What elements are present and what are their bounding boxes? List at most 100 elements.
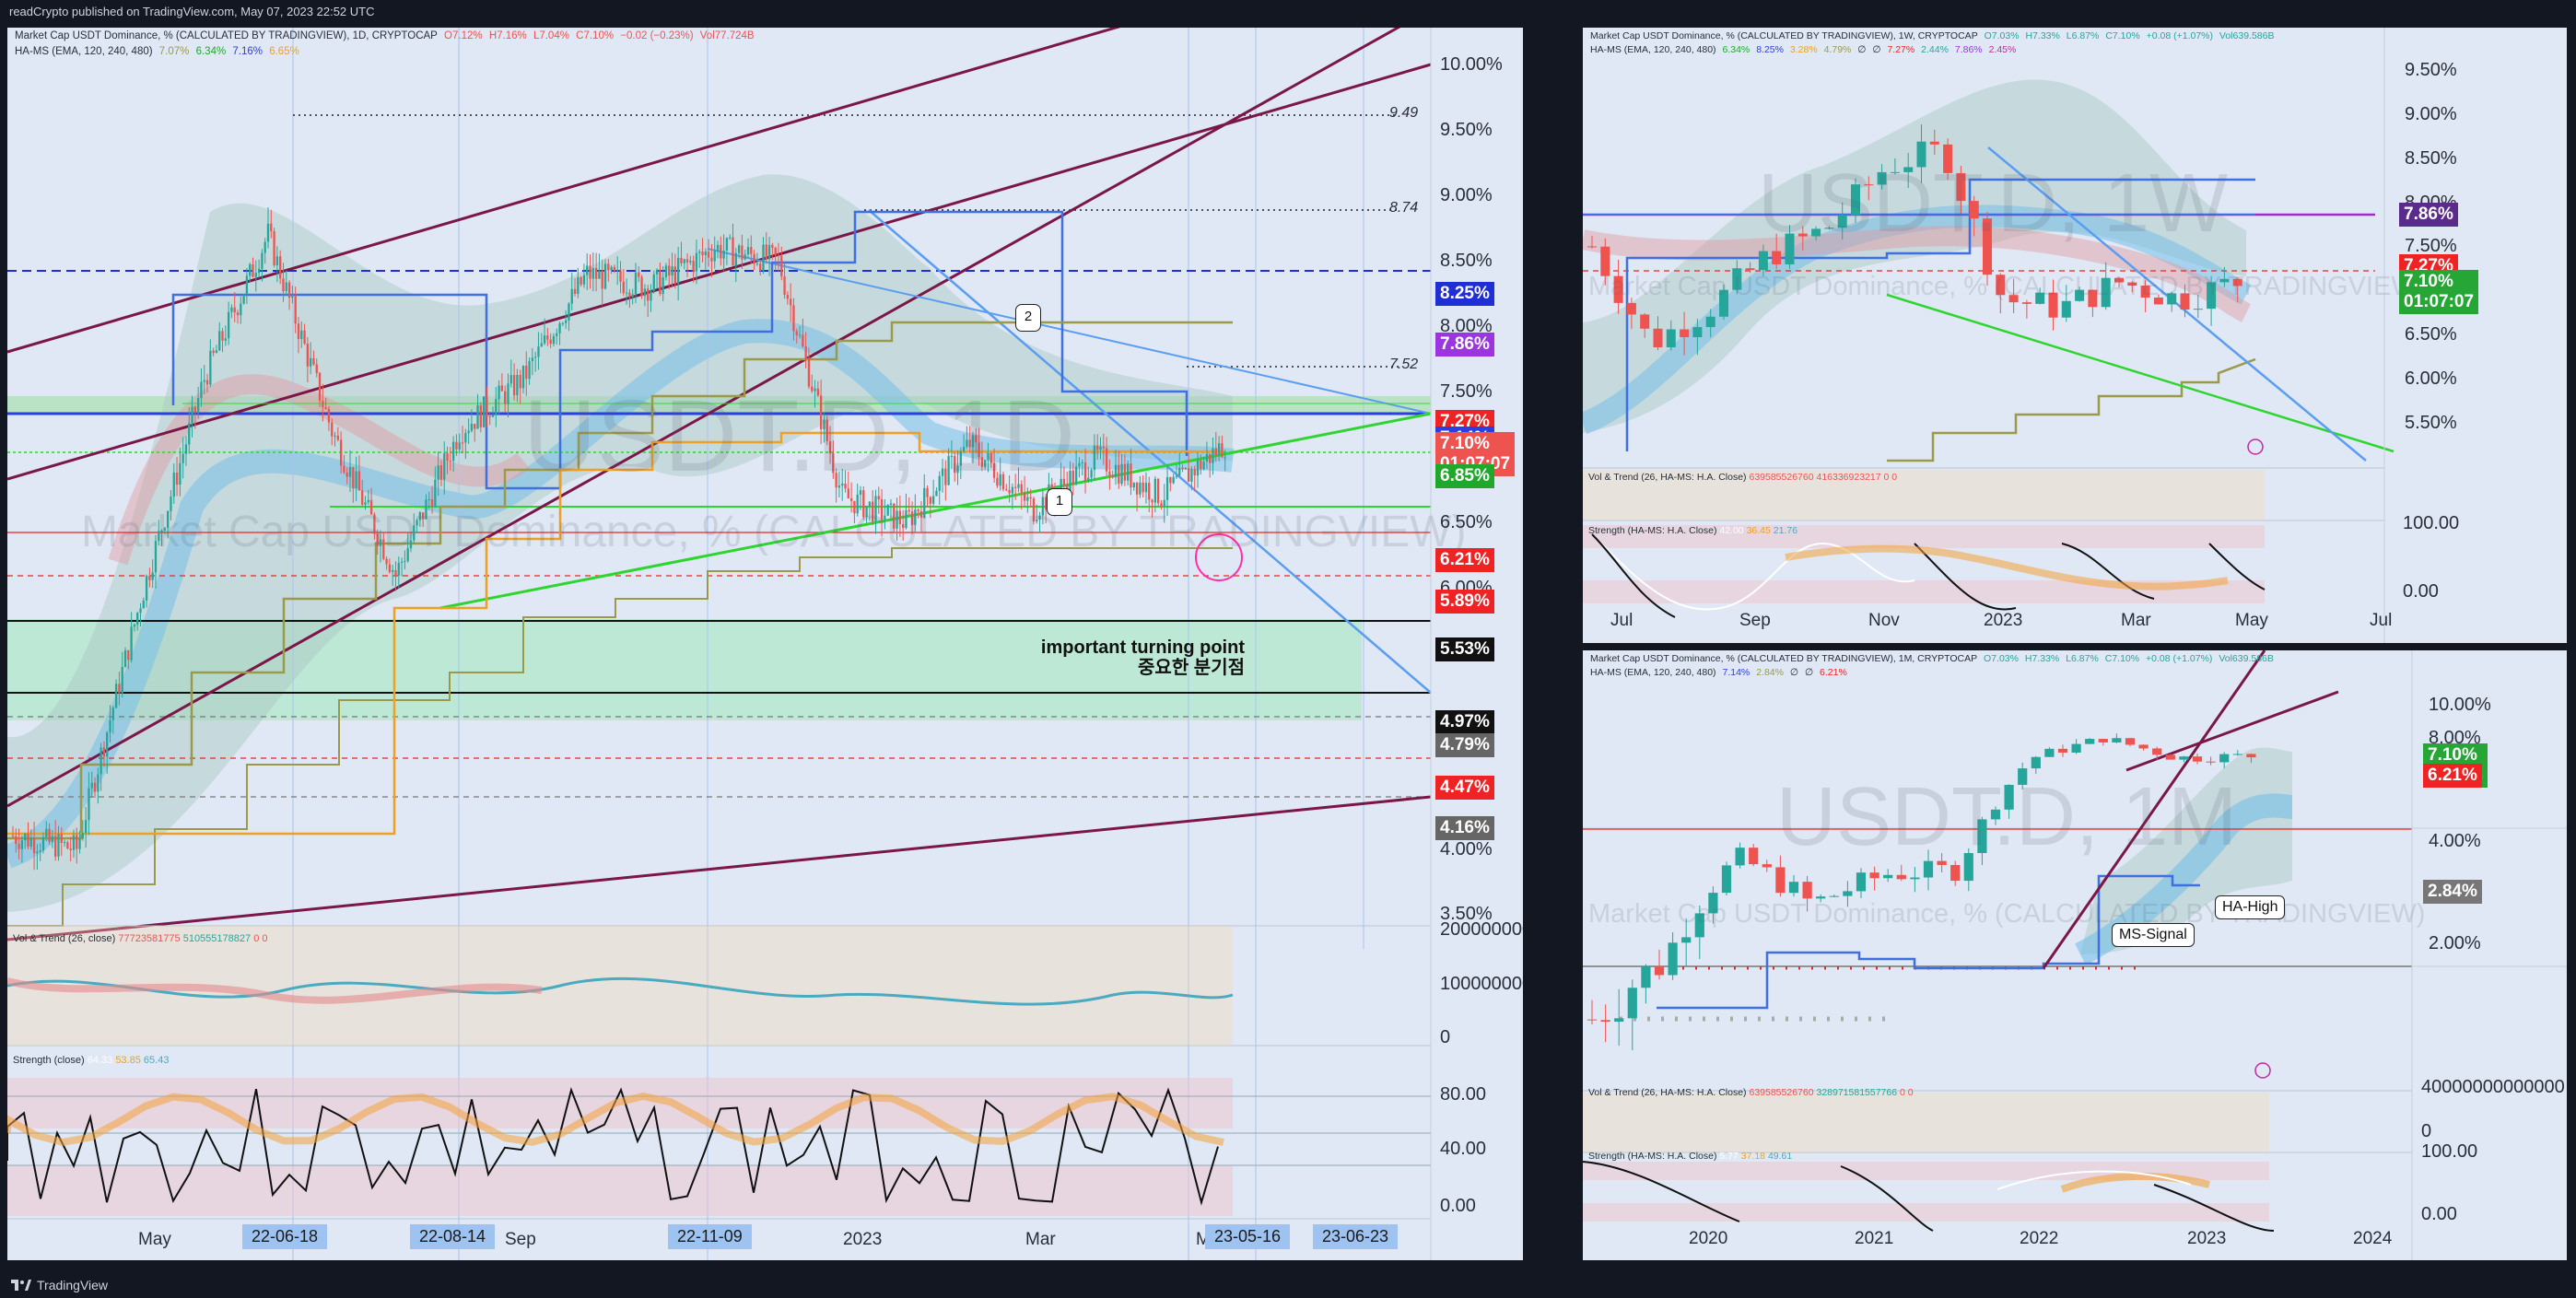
daily-candle [914, 509, 917, 525]
monthly-time-2024: 2024 [2353, 1229, 2393, 1248]
daily-candle [603, 263, 607, 289]
weekly-axis-tick: 9.50% [2405, 59, 2457, 80]
daily-candle [1169, 476, 1172, 484]
daily-price-tag: 5.53% [1435, 637, 1494, 661]
monthly-candle [1923, 860, 1934, 878]
monthly-candle [1627, 988, 1637, 1019]
daily-candle [236, 312, 240, 316]
monthly-axis-tick: 4.00% [2429, 830, 2481, 851]
daily-candle [598, 270, 601, 279]
daily-candle [968, 439, 971, 448]
daily-candle [409, 540, 413, 549]
weekly-candle [1772, 251, 1782, 264]
daily-candle [486, 396, 488, 416]
monthly-candle [1950, 864, 1961, 882]
daily-candle [233, 307, 236, 313]
daily-candle [430, 499, 434, 507]
daily-candle [525, 365, 528, 380]
daily-candle [868, 501, 872, 507]
daily-candle [1123, 463, 1127, 481]
daily-candle [905, 509, 907, 529]
daily-candle [835, 473, 837, 488]
monthly-candle [2125, 738, 2136, 745]
daily-candle [720, 244, 722, 259]
tradingview-footer: TradingView [0, 1272, 2576, 1298]
daily-candle [167, 510, 170, 529]
daily-candle [759, 263, 762, 271]
weekly-legend-line1: Market Cap USDT Dominance, % (CALCULATED… [1590, 30, 2275, 41]
daily-candle [556, 333, 558, 336]
daily-candle [1041, 497, 1045, 516]
daily-candle [357, 471, 361, 491]
weekly-chart-pane[interactable]: Market Cap USDT Dominance, % (CALCULATED… [1583, 28, 2567, 643]
monthly-candle [2179, 756, 2189, 760]
daily-candle [750, 247, 753, 254]
daily-candle [710, 257, 713, 262]
weekly-candle [1640, 314, 1650, 329]
daily-candle [1008, 490, 1011, 494]
daily-candle [1020, 484, 1023, 493]
weekly-time-jul: Jul [1610, 611, 1633, 630]
monthly-legend-line2: HA-MS (EMA, 120, 240, 480) 7.14% 2.84% ∅… [1590, 667, 1847, 678]
daily-chart-pane[interactable]: Market Cap USDT Dominance, % (CALCULATED… [7, 28, 1523, 1260]
daily-candle [315, 364, 318, 373]
daily-candle [230, 307, 233, 312]
daily-candle [725, 238, 729, 251]
daily-candle [1102, 446, 1105, 449]
monthly-vol-legend: Vol & Trend (26, HA-MS: H.A. Close) 6395… [1588, 1087, 1914, 1098]
daily-candle [306, 344, 310, 367]
monthly-candle [2018, 768, 2028, 785]
daily-candle [814, 388, 816, 392]
daily-candle [163, 528, 167, 532]
daily-candle [467, 430, 470, 434]
daily-axis-tick: 6.50% [1440, 511, 1493, 532]
weekly-time-mar: Mar [2121, 611, 2151, 630]
weekly-candle [2127, 282, 2137, 286]
monthly-candle [1896, 874, 1906, 880]
monthly-candle [1735, 848, 1745, 866]
weekly-candle [2180, 293, 2190, 310]
daily-candle [823, 419, 825, 429]
daily-candle [962, 446, 966, 451]
monthly-chart-pane[interactable]: Market Cap USDT Dominance, % (CALCULATED… [1583, 650, 2567, 1260]
daily-candle [88, 788, 90, 821]
daily-candle [884, 515, 886, 520]
daily-candle [647, 288, 650, 301]
daily-candle [249, 263, 252, 276]
daily-candle [1160, 503, 1163, 507]
daily-candle [18, 844, 20, 849]
daily-chart-svg [7, 28, 1432, 1260]
daily-candle [570, 288, 573, 304]
monthly-candle [2152, 748, 2162, 755]
daily-candle [877, 496, 880, 500]
monthly-candle [2044, 748, 2055, 757]
daily-candle [956, 465, 959, 474]
daily-candle [531, 357, 534, 361]
monthly-axis-tick: 10.00% [2429, 695, 2491, 716]
daily-candle [145, 576, 148, 601]
daily-candle [175, 473, 179, 485]
weekly-candle [1811, 228, 1821, 237]
daily-candle [662, 277, 664, 294]
daily-candle [451, 441, 455, 462]
daily-candle [209, 350, 212, 385]
daily-candle [947, 456, 950, 485]
daily-candle [1200, 460, 1202, 470]
weekly-candle [1692, 327, 1703, 338]
daily-candle [762, 244, 765, 271]
daily-candle [844, 483, 847, 489]
daily-candle [406, 548, 409, 561]
daily-candle [364, 502, 367, 505]
daily-candle [807, 357, 811, 387]
daily-candle [160, 531, 163, 532]
weekly-axis-tick: 7.50% [2405, 236, 2457, 257]
daily-candle [427, 499, 430, 501]
daily-candle [1087, 477, 1090, 481]
daily-candle [1148, 483, 1151, 500]
monthly-strength-legend: Strength (HA-MS: H.A. Close) 5.77 37.18 … [1588, 1151, 1793, 1162]
daily-candle [540, 343, 543, 347]
daily-candle [369, 499, 373, 515]
daily-candle [1011, 486, 1014, 494]
daily-price-tag: 4.79% [1435, 733, 1494, 758]
daily-axis-tick: 10.00% [1440, 54, 1503, 76]
